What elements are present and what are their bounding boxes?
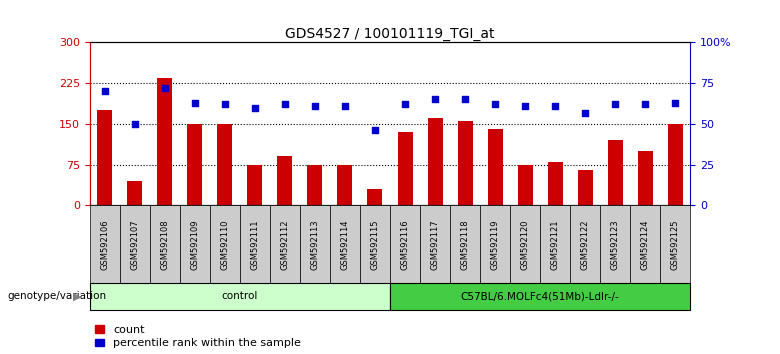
FancyBboxPatch shape	[630, 205, 660, 283]
FancyBboxPatch shape	[510, 205, 540, 283]
Point	[459, 97, 471, 102]
Bar	[218, 124, 232, 205]
Text: GSM592110: GSM592110	[220, 219, 229, 269]
Point	[98, 88, 111, 94]
Text: C57BL/6.MOLFc4(51Mb)-Ldlr-/-: C57BL/6.MOLFc4(51Mb)-Ldlr-/-	[461, 291, 619, 302]
Point	[309, 103, 321, 109]
Bar	[98, 110, 112, 205]
Legend: count, percentile rank within the sample: count, percentile rank within the sample	[95, 325, 301, 348]
Point	[429, 97, 441, 102]
Bar	[638, 151, 653, 205]
Text: control: control	[222, 291, 258, 302]
FancyBboxPatch shape	[90, 205, 120, 283]
Bar	[398, 132, 413, 205]
Point	[189, 100, 201, 105]
Point	[339, 103, 351, 109]
Point	[489, 102, 502, 107]
Text: GSM592107: GSM592107	[130, 219, 140, 270]
Text: GSM592115: GSM592115	[370, 219, 380, 269]
FancyBboxPatch shape	[120, 205, 150, 283]
FancyBboxPatch shape	[179, 205, 210, 283]
Text: ▶: ▶	[73, 291, 82, 302]
Text: GSM592113: GSM592113	[310, 219, 320, 270]
FancyBboxPatch shape	[390, 205, 420, 283]
Point	[399, 102, 411, 107]
Bar	[307, 165, 322, 205]
Point	[549, 103, 562, 109]
Bar	[278, 156, 292, 205]
FancyBboxPatch shape	[570, 205, 600, 283]
Text: GSM592123: GSM592123	[611, 219, 620, 270]
Bar	[127, 181, 142, 205]
Text: GSM592112: GSM592112	[280, 219, 289, 269]
Bar	[367, 189, 382, 205]
FancyBboxPatch shape	[480, 205, 510, 283]
FancyBboxPatch shape	[660, 205, 690, 283]
Text: GSM592119: GSM592119	[491, 219, 500, 269]
Point	[249, 105, 261, 110]
Text: GSM592121: GSM592121	[551, 219, 560, 269]
Point	[519, 103, 531, 109]
Text: GSM592116: GSM592116	[400, 219, 410, 270]
Text: genotype/variation: genotype/variation	[8, 291, 107, 302]
FancyBboxPatch shape	[240, 205, 270, 283]
Bar	[247, 165, 262, 205]
Point	[609, 102, 622, 107]
Text: GSM592106: GSM592106	[100, 219, 109, 270]
Text: GSM592125: GSM592125	[671, 219, 680, 269]
Text: GSM592120: GSM592120	[520, 219, 530, 269]
Text: GSM592111: GSM592111	[250, 219, 260, 269]
Text: GSM592124: GSM592124	[640, 219, 650, 269]
Text: GSM592122: GSM592122	[580, 219, 590, 269]
FancyBboxPatch shape	[210, 205, 240, 283]
Text: GSM592117: GSM592117	[431, 219, 440, 270]
FancyBboxPatch shape	[540, 205, 570, 283]
FancyBboxPatch shape	[330, 205, 360, 283]
Bar	[668, 124, 682, 205]
Text: GSM592109: GSM592109	[190, 219, 200, 269]
Text: GSM592114: GSM592114	[340, 219, 349, 269]
Point	[369, 127, 381, 133]
Point	[639, 102, 651, 107]
Bar	[427, 119, 442, 205]
Bar	[187, 124, 202, 205]
Point	[669, 100, 682, 105]
FancyBboxPatch shape	[600, 205, 630, 283]
FancyBboxPatch shape	[420, 205, 450, 283]
FancyBboxPatch shape	[90, 283, 390, 310]
Bar	[338, 165, 353, 205]
Point	[278, 102, 291, 107]
Bar	[158, 78, 172, 205]
Text: GSM592118: GSM592118	[460, 219, 470, 270]
Point	[129, 121, 141, 127]
Point	[218, 102, 231, 107]
FancyBboxPatch shape	[450, 205, 480, 283]
FancyBboxPatch shape	[390, 283, 690, 310]
Point	[158, 85, 171, 91]
Bar	[458, 121, 473, 205]
Text: GSM592108: GSM592108	[160, 219, 169, 270]
Text: GDS4527 / 100101119_TGI_at: GDS4527 / 100101119_TGI_at	[285, 27, 495, 41]
FancyBboxPatch shape	[270, 205, 300, 283]
Bar	[518, 165, 533, 205]
Bar	[608, 140, 622, 205]
Bar	[548, 162, 562, 205]
FancyBboxPatch shape	[150, 205, 179, 283]
Point	[579, 110, 591, 115]
Bar	[488, 129, 502, 205]
Bar	[578, 170, 593, 205]
FancyBboxPatch shape	[360, 205, 390, 283]
FancyBboxPatch shape	[300, 205, 330, 283]
